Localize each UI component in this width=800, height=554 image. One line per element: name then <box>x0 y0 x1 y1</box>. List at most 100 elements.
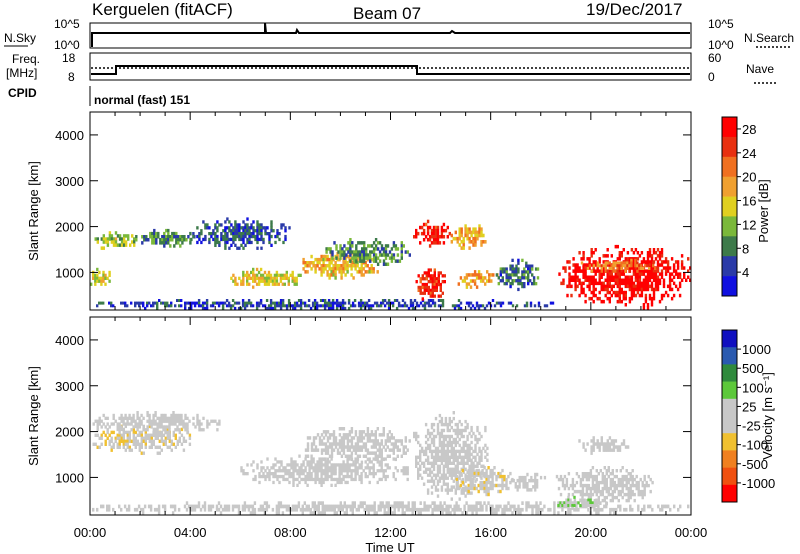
data-cell <box>360 273 363 277</box>
data-cell <box>234 220 237 224</box>
data-cell <box>102 430 105 435</box>
data-cell <box>350 472 353 476</box>
data-cell <box>582 290 585 295</box>
data-cell <box>187 504 191 509</box>
data-cell <box>483 483 486 488</box>
data-cell <box>436 425 440 430</box>
data-cell <box>454 455 457 459</box>
data-cell <box>224 243 227 247</box>
data-cell <box>588 260 591 264</box>
data-cell <box>192 234 195 239</box>
data-cell <box>658 254 662 258</box>
data-cell <box>493 507 496 512</box>
data-cell <box>510 478 513 483</box>
data-cell <box>634 264 637 268</box>
data-cell <box>511 273 514 277</box>
data-cell <box>522 475 525 480</box>
data-cell <box>124 422 127 426</box>
data-cell <box>578 266 581 270</box>
data-cell <box>433 288 436 292</box>
data-cell <box>363 304 367 308</box>
data-cell <box>614 272 617 276</box>
data-cell <box>458 243 461 247</box>
data-cell <box>289 304 293 308</box>
data-cell <box>166 436 169 440</box>
data-cell <box>656 278 660 282</box>
data-cell <box>450 488 453 492</box>
data-cell <box>363 256 366 260</box>
data-cell <box>440 428 444 433</box>
data-cell <box>241 507 245 512</box>
colorbar-swatch <box>722 450 737 468</box>
data-cell <box>484 425 487 430</box>
data-cell <box>90 282 93 286</box>
data-cell <box>152 439 155 443</box>
data-cell <box>167 228 170 233</box>
data-cell <box>260 223 263 227</box>
data-cell <box>246 217 249 221</box>
data-cell <box>235 301 239 305</box>
data-cell <box>627 480 630 485</box>
data-cell <box>264 474 267 479</box>
data-cell <box>138 445 141 449</box>
data-cell <box>442 458 446 462</box>
data-cell <box>479 486 482 491</box>
data-cell <box>262 474 265 479</box>
data-cell <box>568 266 571 270</box>
data-cell <box>268 469 271 473</box>
data-cell <box>346 439 350 443</box>
data-cell <box>341 299 345 302</box>
data-cell <box>270 234 273 239</box>
data-cell <box>640 284 644 289</box>
data-cell <box>470 458 473 462</box>
data-cell <box>280 223 283 227</box>
data-cell <box>330 445 334 449</box>
data-cell <box>613 489 616 494</box>
data-cell <box>454 449 457 454</box>
data-cell <box>448 458 451 462</box>
data-cell <box>485 489 488 494</box>
data-cell <box>484 455 487 459</box>
data-cell <box>378 253 382 257</box>
data-cell <box>434 473 438 477</box>
data-cell <box>612 445 616 449</box>
data-cell <box>378 250 382 254</box>
data-cell <box>405 304 409 308</box>
data-cell <box>335 299 339 302</box>
data-cell <box>444 416 448 421</box>
data-cell <box>598 264 601 268</box>
data-cell <box>128 413 131 418</box>
data-cell <box>531 282 534 286</box>
data-cell <box>491 483 494 488</box>
data-cell <box>356 448 360 452</box>
data-cell <box>456 467 459 471</box>
data-cell <box>612 284 615 289</box>
data-cell <box>487 466 490 470</box>
data-cell <box>266 472 269 476</box>
data-cell <box>187 235 190 239</box>
data-cell <box>178 413 181 418</box>
data-cell <box>326 254 329 259</box>
data-cell <box>340 442 344 446</box>
data-cell <box>436 494 440 498</box>
data-cell <box>354 463 357 467</box>
data-cell <box>479 471 482 476</box>
data-cell <box>587 495 591 500</box>
data-cell <box>271 276 275 280</box>
data-cell <box>608 266 611 270</box>
data-cell <box>310 472 313 476</box>
data-cell <box>474 233 477 238</box>
data-cell <box>434 416 438 421</box>
data-cell <box>432 422 436 427</box>
data-cell <box>98 276 101 280</box>
data-cell <box>198 428 201 432</box>
data-cell <box>329 507 332 512</box>
data-cell <box>609 492 612 497</box>
data-cell <box>345 504 348 509</box>
data-cell <box>432 482 436 486</box>
data-cell <box>356 469 359 473</box>
data-cell <box>282 474 285 479</box>
data-cell <box>330 448 334 452</box>
data-cell <box>635 480 638 485</box>
